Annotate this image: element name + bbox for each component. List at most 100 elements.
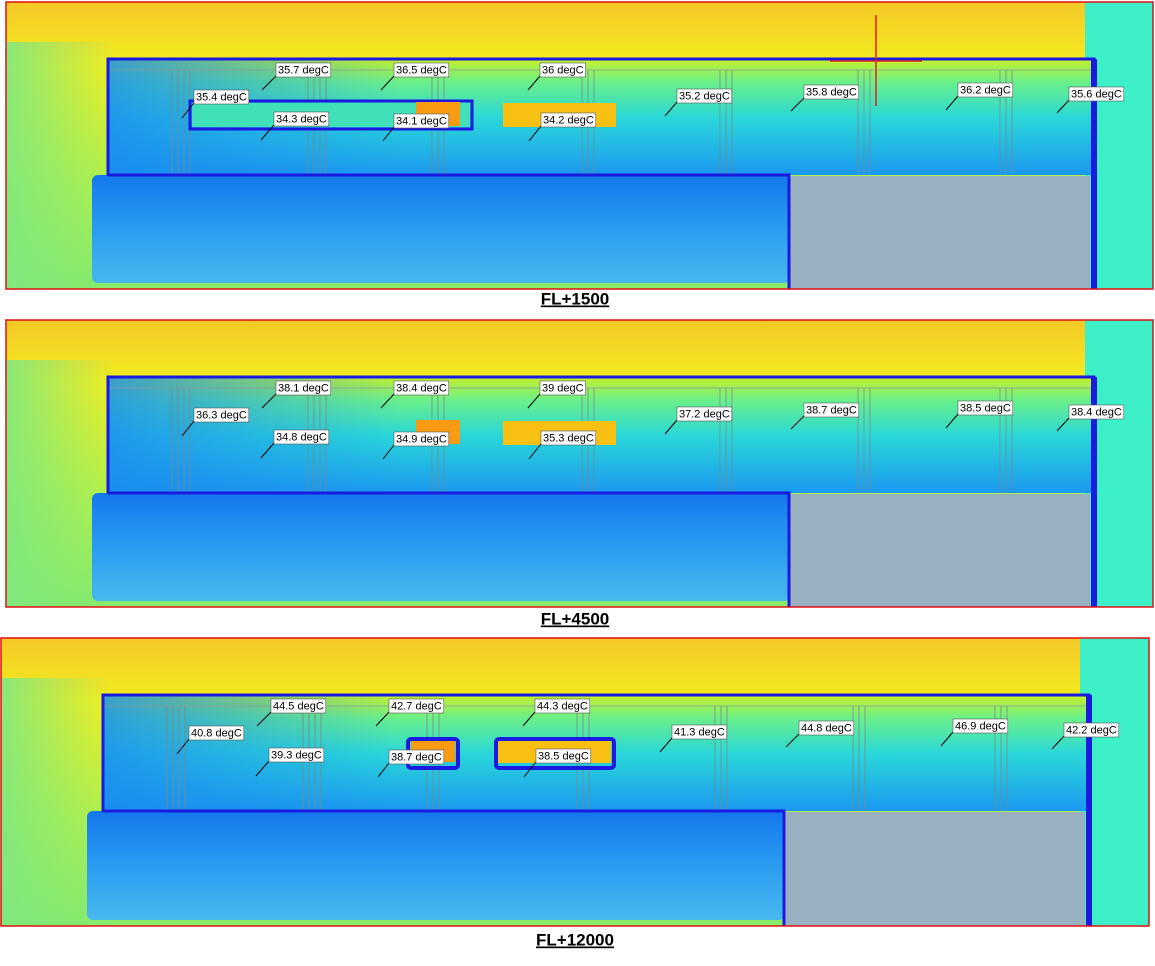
probe-leader <box>523 761 537 778</box>
panel-caption: FL+1500 <box>541 289 610 308</box>
probe-box <box>957 400 1014 416</box>
probe-box <box>188 725 245 741</box>
probe-label: 36.2 degC <box>960 84 1011 96</box>
probe-leader <box>380 393 395 409</box>
probe-box <box>193 89 250 105</box>
probe-box <box>539 380 586 396</box>
probe-label: 38.1 degC <box>278 382 329 394</box>
probe-leader <box>181 420 195 437</box>
probe-leader <box>1056 417 1070 432</box>
probe-label: 36.3 degC <box>196 409 247 421</box>
probe-box <box>534 698 591 714</box>
probe-leader <box>256 711 272 727</box>
probe-box <box>539 62 586 78</box>
probe-box <box>275 62 332 78</box>
probe-box <box>676 406 733 422</box>
panel: 38.1 degC 38.4 degC 39 degC 36.3 degC 34.8 d… <box>5 319 1154 628</box>
probe-leader <box>260 442 275 459</box>
probe-label: 34.1 degC <box>396 115 447 127</box>
probe-label: 38.4 degC <box>1071 406 1122 418</box>
probe-label: 42.2 degC <box>1066 724 1117 736</box>
probe-leader <box>261 393 277 409</box>
probe-leader <box>1056 99 1070 114</box>
probe-leader <box>377 762 390 778</box>
probe-label: 38.4 degC <box>396 382 447 394</box>
probe-leader <box>382 444 395 460</box>
panel: 35.7 degC 36.5 degC 36 degC 35.4 degC 34.3 d… <box>5 1 1154 308</box>
probe-leader <box>945 413 959 429</box>
probe-leader <box>785 733 800 748</box>
probe-box <box>393 431 450 447</box>
probe-label: 38.5 degC <box>960 402 1011 414</box>
probe-box <box>803 84 860 100</box>
probe-box <box>957 82 1014 98</box>
probe-label: 41.3 degC <box>674 726 725 738</box>
panel-frame <box>0 637 1150 927</box>
probe-leader <box>261 75 277 91</box>
probe-box <box>798 720 855 736</box>
probe-label: 34.3 degC <box>276 113 327 125</box>
lower-zone <box>92 493 790 601</box>
panel-caption: FL+12000 <box>536 930 614 949</box>
slab <box>188 99 474 131</box>
probe-label: 35.4 degC <box>196 91 247 103</box>
probe-box <box>388 749 445 765</box>
probe-box <box>393 113 450 129</box>
probe-box <box>540 112 597 128</box>
probe-label: 44.8 degC <box>801 722 852 734</box>
probe-leader <box>945 95 959 111</box>
probe-label: 37.2 degC <box>679 408 730 420</box>
probe-box <box>803 402 860 418</box>
void <box>790 494 1090 607</box>
probe-label: 35.2 degC <box>679 90 730 102</box>
probe-label: 34.2 degC <box>543 114 594 126</box>
probe-leader <box>382 126 395 142</box>
probe-label: 39 degC <box>542 382 584 394</box>
probe-box <box>273 111 330 127</box>
probe-leader <box>1051 735 1065 750</box>
probe-box <box>270 698 327 714</box>
probe-leader <box>790 97 805 112</box>
void <box>785 812 1085 926</box>
probe-box <box>388 698 445 714</box>
probe-label: 46.9 degC <box>955 720 1006 732</box>
probe-leader <box>790 415 805 430</box>
probe-box <box>535 748 592 764</box>
probe-box <box>273 429 330 445</box>
probe-label: 36.5 degC <box>396 64 447 76</box>
probe-label: 35.6 degC <box>1071 88 1122 100</box>
probe-box <box>1068 86 1125 102</box>
probe-leader <box>375 711 390 727</box>
probe-leader <box>380 75 395 91</box>
probe-label: 38.7 degC <box>806 404 857 416</box>
probe-box <box>275 380 332 396</box>
probe-box <box>952 718 1009 734</box>
void <box>790 176 1090 289</box>
probe-label: 38.7 degC <box>391 751 442 763</box>
probe-label: 38.5 degC <box>538 750 589 762</box>
probe-leader <box>527 393 541 409</box>
probe-box <box>1063 722 1120 738</box>
probe-leader <box>255 760 270 777</box>
panel-frame <box>5 1 1154 290</box>
probe-leader <box>181 102 195 119</box>
lower-zone <box>92 175 790 283</box>
probe-leader <box>176 738 190 755</box>
block-frame <box>494 737 616 770</box>
probe-leader <box>528 443 542 460</box>
probe-label: 35.3 degC <box>543 432 594 444</box>
probe-box <box>540 430 597 446</box>
probe-box <box>393 380 450 396</box>
probe-box <box>1068 404 1125 420</box>
probe-box <box>393 62 450 78</box>
probe-label: 42.7 degC <box>391 700 442 712</box>
probe-label: 39.3 degC <box>271 749 322 761</box>
probe-box <box>676 88 733 104</box>
probe-label: 35.7 degC <box>278 64 329 76</box>
probe-leader <box>664 419 678 435</box>
probe-leader <box>528 125 542 142</box>
probe-box <box>193 407 250 423</box>
panel: 44.5 degC 42.7 degC 44.3 degC 40.8 degC 39.3… <box>0 637 1150 949</box>
